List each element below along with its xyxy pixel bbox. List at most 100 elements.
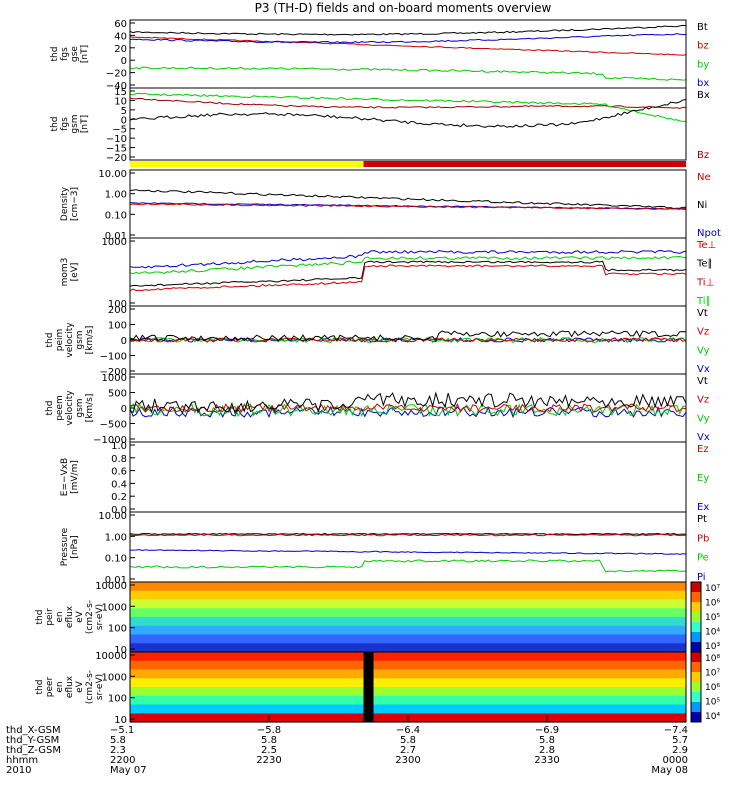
x-tick-label: 2230 (256, 755, 281, 766)
colorbar-segment (691, 622, 701, 633)
legend-entry: Ez (697, 444, 709, 455)
x-tick-label: 2300 (395, 755, 420, 766)
y-tick-label: −15 (106, 144, 127, 155)
legend-entry: Pb (697, 533, 709, 544)
y-tick-label: 10.00 (98, 169, 127, 180)
colorbar-segment (691, 602, 701, 613)
panel-frame (129, 441, 687, 513)
y-tick-label: 500 (108, 389, 127, 400)
x-axis-row-label: thd_Y-GSM (6, 735, 59, 746)
y-tick-label: 1000 (102, 672, 127, 683)
legend-entry: bx (697, 78, 709, 89)
legend-entry: Vt (697, 376, 708, 387)
y-axis-label: sr-eV) (95, 604, 105, 630)
y-tick-label: −1000 (93, 435, 127, 446)
x-axis-row-label: 2010 (6, 765, 31, 776)
series-line-blue (129, 405, 687, 419)
legend-entry: by (697, 59, 709, 70)
y-tick-label: 0 (121, 404, 127, 415)
y-axis-label: peir (45, 608, 55, 626)
legend-entry: Pt (697, 514, 707, 525)
x-tick-label: 5.8 (261, 735, 277, 746)
legend-entry: Vx (697, 432, 710, 443)
x-tick-label: 2.3 (110, 745, 126, 756)
y-tick-label: 0.6 (111, 467, 127, 478)
y-axis-label: peem (55, 395, 65, 421)
series-line-black (129, 330, 687, 342)
heatmap-band (130, 687, 686, 697)
y-tick-label: 0.01 (105, 231, 127, 242)
series-line-red (129, 402, 687, 413)
y-tick-label: 1000 (102, 237, 127, 248)
y-tick-label: 10000 (95, 581, 127, 592)
series-line-blue (130, 549, 687, 555)
x-axis-row-label: hhmm (6, 755, 38, 766)
heatmap-band (130, 599, 686, 609)
colorbar-segment (691, 712, 701, 723)
y-axis-label: [cm−3] (70, 187, 80, 221)
x-tick-label: 2.7 (400, 745, 416, 756)
y-axis-label: en (55, 681, 65, 692)
y-tick-label: 1.0 (111, 441, 127, 452)
legend-entry: Vt (697, 308, 708, 319)
y-axis-label: eflux (65, 605, 75, 628)
colorbar-label: 10⁵ (705, 613, 720, 623)
legend-entry: Ey (697, 473, 709, 484)
series-line-green (129, 559, 687, 573)
heatmap-band (130, 625, 686, 636)
y-tick-label: 100 (108, 624, 127, 635)
colorbar-label: 10⁶ (705, 599, 720, 609)
heatmap-band (130, 608, 686, 618)
y-axis-label: thd (45, 401, 55, 416)
x-tick-label: 5.8 (110, 735, 126, 746)
x-tick-label: 2330 (534, 755, 559, 766)
y-axis-label: velocity (65, 322, 75, 358)
colorbar-frame (690, 651, 702, 723)
legend-entry: Bt (697, 22, 708, 33)
series-line-green (129, 66, 687, 81)
legend-entry: Vy (697, 345, 710, 356)
y-tick-label: 0.10 (105, 210, 127, 221)
legend-entry: bz (697, 41, 709, 52)
x-axis-row-label: thd_Z-GSM (6, 745, 61, 756)
series-line-black (129, 532, 687, 536)
x-axis-row-label: thd_X-GSM (6, 725, 61, 736)
panel-peim_v: 200 100 0 −100 −200 thd peim velocity gsm [km/s] V… (45, 305, 710, 378)
panel-frame (129, 87, 687, 161)
colorbar-label: 10⁸ (705, 654, 720, 664)
series-line-blue (129, 33, 687, 44)
y-axis-label: gsm (75, 398, 85, 417)
y-tick-label: 20 (114, 44, 127, 55)
legend-entry: Bx (697, 90, 710, 101)
y-axis-label: thd (35, 680, 45, 695)
panel-frame (129, 237, 687, 307)
x-tick-label: −5.8 (257, 725, 281, 736)
x-tick-label: 2.8 (539, 745, 555, 756)
y-axis-label: [km/s] (85, 326, 95, 355)
x-tick-label: −7.4 (664, 725, 688, 736)
heatmap-band (130, 634, 686, 644)
x-tick-label: 5.8 (539, 735, 555, 746)
colorbar-segment (691, 692, 701, 703)
series-line-red (129, 337, 687, 343)
legend-entry: Npot (697, 228, 721, 239)
y-axis-label: eV (75, 610, 85, 623)
colorbar-label: 10⁶ (705, 683, 720, 693)
y-axis-label: (cm2-s- (85, 670, 95, 704)
y-tick-label: 1000 (102, 373, 127, 384)
x-tick-label: 2.5 (261, 745, 277, 756)
y-tick-label: 1.00 (105, 190, 127, 201)
colorbar-label: 10⁴ (705, 712, 720, 722)
heatmap-band (130, 669, 686, 679)
colorbar-segment (691, 702, 701, 713)
y-axis-label: en (55, 611, 65, 622)
heatmap-band (130, 582, 686, 592)
y-tick-label: 10.00 (98, 511, 127, 522)
legend-entry: Ti∥ (696, 296, 711, 307)
series-line-black (129, 189, 687, 210)
x-tick-label: −6.9 (535, 725, 559, 736)
y-tick-label: 1000 (102, 602, 127, 613)
legend-entry: Pe (697, 553, 709, 564)
y-axis-label: eflux (65, 675, 75, 698)
y-tick-label: 200 (108, 305, 127, 316)
